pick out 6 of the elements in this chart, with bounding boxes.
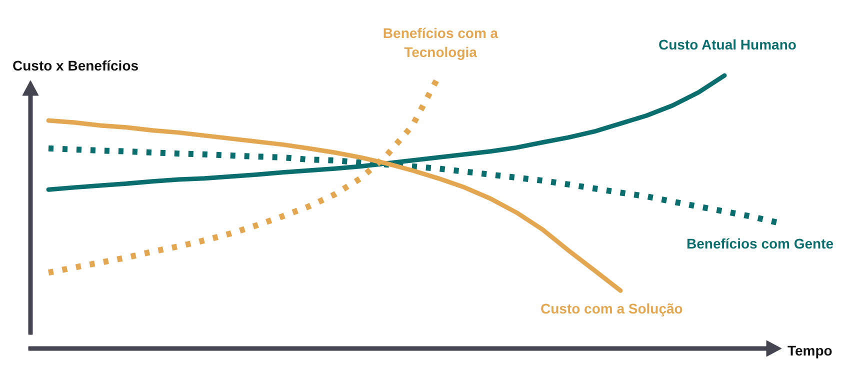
series-label: Benefícios com Gente bbox=[686, 236, 834, 252]
y-axis-title: Custo x Benefícios bbox=[12, 58, 139, 74]
text: Benefícios com a Tecnologia bbox=[382, 25, 498, 60]
series-label: Custo com a Solução bbox=[540, 300, 683, 316]
text: Custo Atual Humano bbox=[658, 36, 796, 52]
x-axis-title: Tempo bbox=[788, 342, 832, 358]
